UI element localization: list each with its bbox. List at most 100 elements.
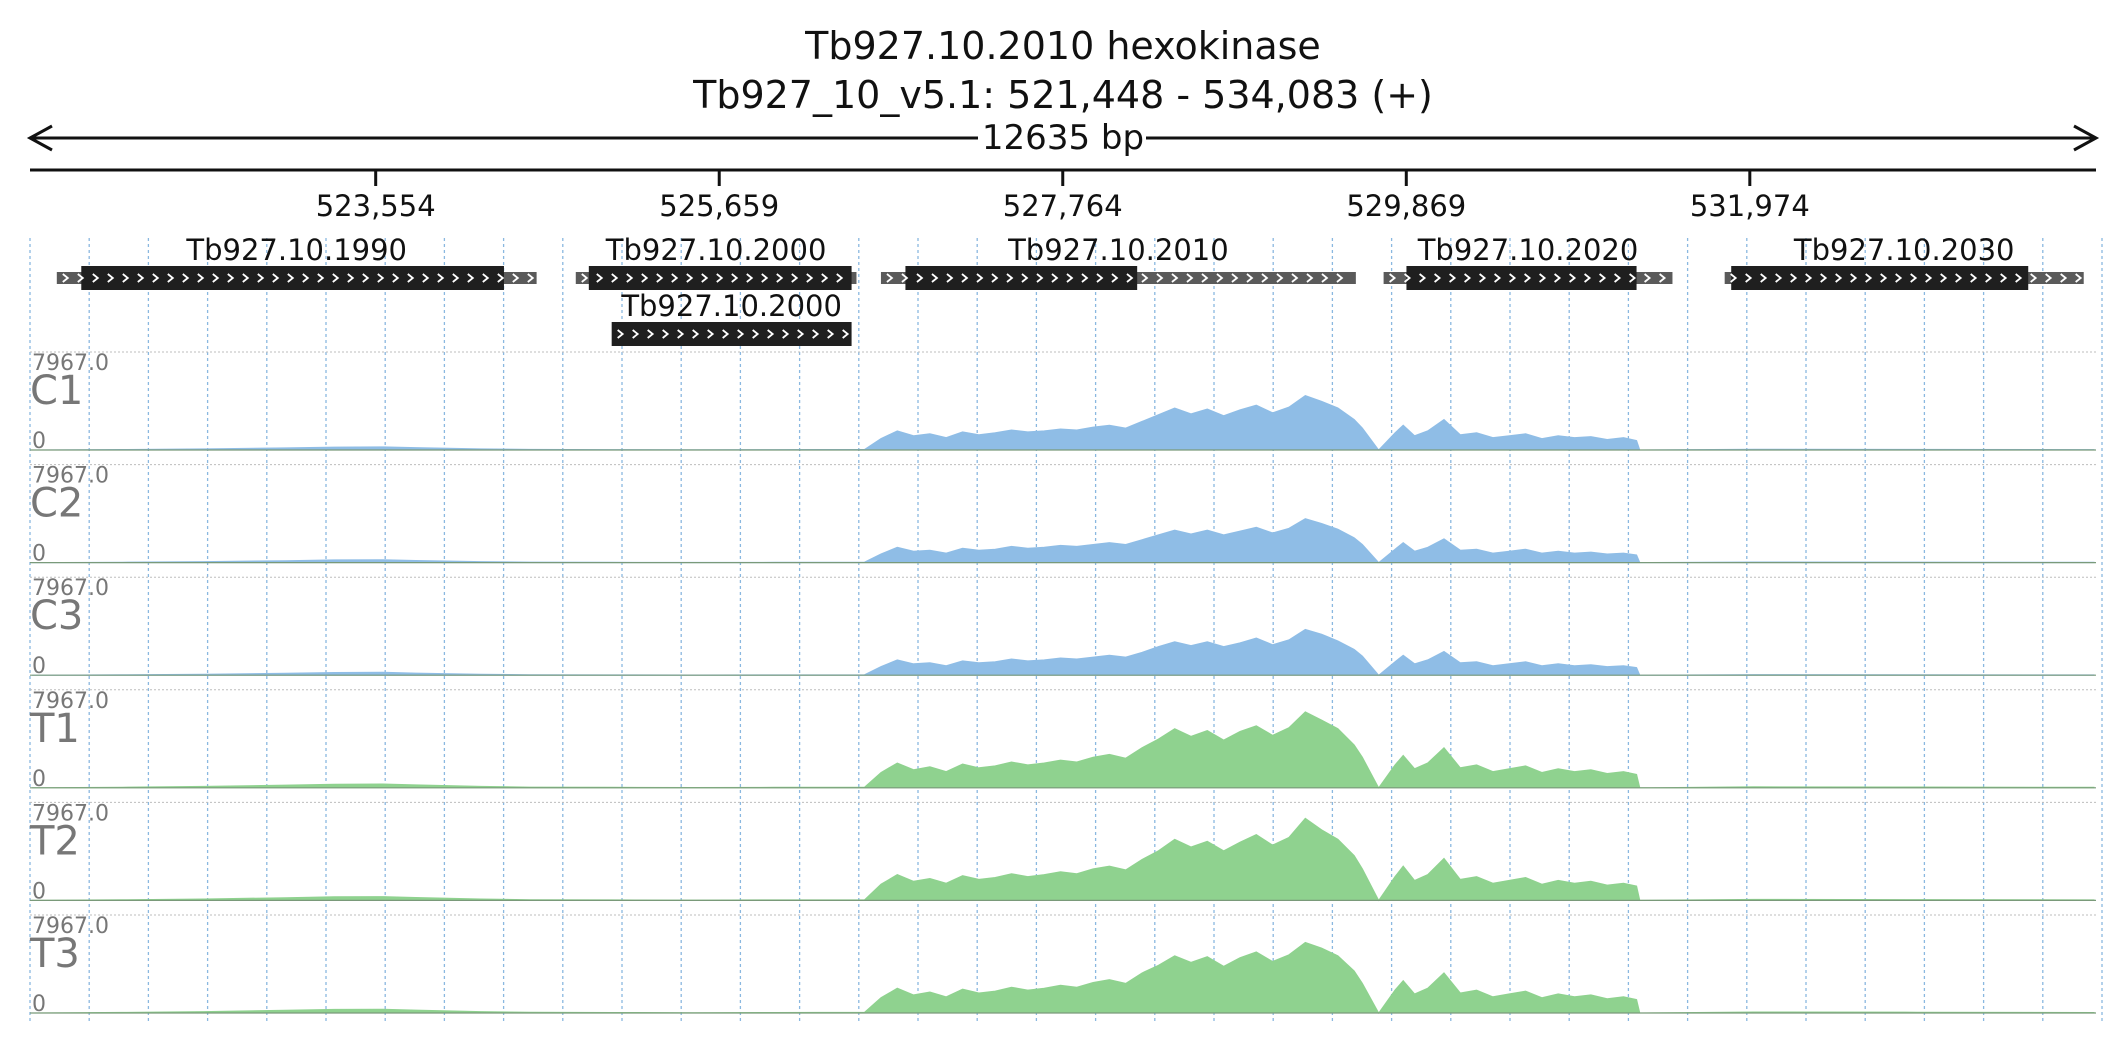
chevron-right-icon	[1051, 273, 1059, 283]
chevron-right-icon	[827, 329, 835, 339]
track-max-label: 7967.0	[32, 801, 109, 826]
coverage-area	[31, 395, 2095, 451]
chevron-right-icon	[1464, 273, 1472, 283]
chevron-right-icon	[1584, 273, 1592, 283]
gene-model: Tb927.10.2020	[1383, 233, 1673, 290]
gene-model: Tb927.10.2000	[611, 289, 852, 346]
chevron-right-icon	[1291, 273, 1299, 283]
chevron-right-icon	[886, 273, 894, 283]
chevron-right-icon	[287, 273, 295, 283]
chevron-right-icon	[392, 273, 400, 283]
chevron-right-icon	[152, 273, 160, 283]
chevron-right-icon	[761, 273, 769, 283]
chevron-right-icon	[1775, 273, 1783, 283]
coverage-track: 7967.0C2 0	[30, 464, 2096, 567]
track-zero-label: 0	[32, 542, 46, 567]
chevron-right-icon	[452, 273, 460, 283]
chevron-right-icon	[1336, 273, 1344, 283]
chevron-right-icon	[1629, 273, 1637, 283]
chevron-right-icon	[1524, 273, 1532, 283]
chevron-right-icon	[1171, 273, 1179, 283]
chevron-right-icon	[1925, 273, 1933, 283]
chevron-right-icon	[791, 273, 799, 283]
chevron-right-icon	[1760, 273, 1768, 283]
tick-label: 527,764	[1003, 189, 1123, 223]
chevron-right-icon	[1246, 273, 1254, 283]
gene-label: Tb927.10.2010	[1007, 233, 1229, 267]
gene-model: Tb927.10.2010	[880, 233, 1356, 290]
chevron-right-icon	[1261, 273, 1269, 283]
chevron-right-icon	[1216, 273, 1224, 283]
gene-model: Tb927.10.2000	[575, 233, 857, 290]
chevron-right-icon	[1306, 273, 1314, 283]
sample-label: C1	[30, 368, 83, 414]
coverage-area	[31, 817, 2095, 902]
chevron-right-icon	[686, 273, 694, 283]
track-zero-label: 0	[32, 429, 46, 454]
chevron-right-icon	[656, 273, 664, 283]
chevron-right-icon	[1479, 273, 1487, 283]
chevron-right-icon	[1644, 273, 1652, 283]
chevron-right-icon	[707, 329, 715, 339]
chevron-right-icon	[167, 273, 175, 283]
coverage-area	[31, 518, 2095, 564]
chevron-right-icon	[1066, 273, 1074, 283]
chevron-right-icon	[347, 273, 355, 283]
coverage-track: 7967.0C1 0	[30, 351, 2096, 454]
coverage-area	[31, 941, 2095, 1014]
sample-label: T1	[29, 706, 80, 752]
span-length-label: 12635 bp	[982, 118, 1144, 158]
chevron-right-icon	[1419, 273, 1427, 283]
chevron-right-icon	[512, 273, 520, 283]
coverage-track: 7967.0C3 0	[30, 576, 2096, 679]
track-zero-label: 0	[32, 879, 46, 904]
chevron-right-icon	[991, 273, 999, 283]
track-max-label: 7967.0	[32, 351, 109, 376]
chevron-right-icon	[122, 273, 130, 283]
chevron-right-icon	[596, 273, 604, 283]
chevron-right-icon	[2045, 273, 2053, 283]
chevron-right-icon	[1449, 273, 1457, 283]
chevron-right-icon	[1820, 273, 1828, 283]
chevron-right-icon	[1509, 273, 1517, 283]
chevron-right-icon	[1156, 273, 1164, 283]
sample-label: C2	[30, 481, 83, 527]
chevron-right-icon	[2015, 273, 2023, 283]
chevron-right-icon	[842, 329, 850, 339]
strand-arrows	[581, 273, 844, 283]
chevron-right-icon	[422, 273, 430, 283]
chevron-right-icon	[62, 273, 70, 283]
chevron-right-icon	[1880, 273, 1888, 283]
chevron-right-icon	[916, 273, 924, 283]
chevron-right-icon	[961, 273, 969, 283]
chevron-right-icon	[1539, 273, 1547, 283]
chevron-right-icon	[692, 329, 700, 339]
chevron-right-icon	[806, 273, 814, 283]
chevron-right-icon	[662, 329, 670, 339]
chevron-right-icon	[1659, 273, 1667, 283]
chevron-right-icon	[1201, 273, 1209, 283]
chevron-right-icon	[1955, 273, 1963, 283]
chevron-right-icon	[467, 273, 475, 283]
chevron-right-icon	[1126, 273, 1134, 283]
chevron-right-icon	[611, 273, 619, 283]
chevron-right-icon	[626, 273, 634, 283]
chevron-right-icon	[746, 273, 754, 283]
chevron-right-icon	[812, 329, 820, 339]
chevron-right-icon	[317, 273, 325, 283]
chevron-right-icon	[1790, 273, 1798, 283]
track-max-label: 7967.0	[32, 689, 109, 714]
gene-model: Tb927.10.2030	[1724, 233, 2084, 290]
chevron-right-icon	[2060, 273, 2068, 283]
chevron-right-icon	[1231, 273, 1239, 283]
chevron-right-icon	[1021, 273, 1029, 283]
strand-arrows	[1389, 273, 1667, 283]
chevron-right-icon	[901, 273, 909, 283]
chevron-right-icon	[1321, 273, 1329, 283]
chevron-right-icon	[1096, 273, 1104, 283]
tick-label: 525,659	[659, 189, 779, 223]
strand-arrows	[886, 273, 1344, 283]
chevron-right-icon	[632, 329, 640, 339]
